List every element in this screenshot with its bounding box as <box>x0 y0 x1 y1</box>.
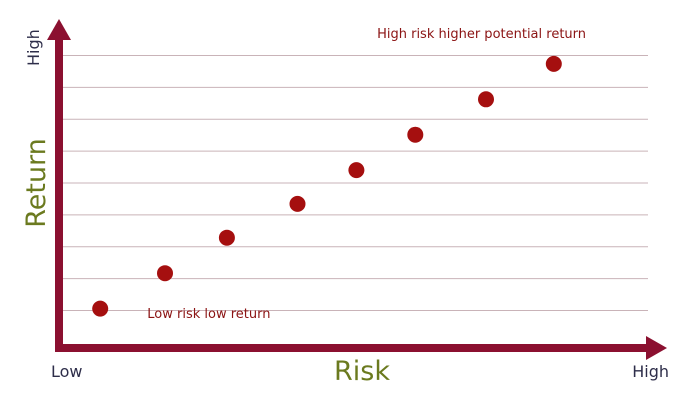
x-tick-label-high: High <box>632 362 669 381</box>
gridlines <box>59 55 648 311</box>
y-axis-title: Return <box>21 138 52 228</box>
data-point <box>218 229 235 246</box>
data-point <box>478 91 494 108</box>
data-point <box>289 195 306 212</box>
data-point <box>92 300 109 317</box>
axes <box>47 19 667 360</box>
x-tick-label-low: Low <box>51 362 83 381</box>
annotation-low-risk: Low risk low return <box>147 307 270 322</box>
data-points <box>92 55 562 317</box>
x-axis-arrowhead <box>646 336 667 360</box>
data-point <box>407 126 424 143</box>
data-point <box>157 265 173 282</box>
y-tick-label-high: High <box>24 29 43 66</box>
data-point <box>545 55 562 72</box>
y-axis-arrowhead <box>47 19 71 40</box>
annotation-high-risk: High risk higher potential return <box>377 27 586 42</box>
data-point <box>348 162 365 179</box>
x-axis-title: Risk <box>334 356 390 387</box>
